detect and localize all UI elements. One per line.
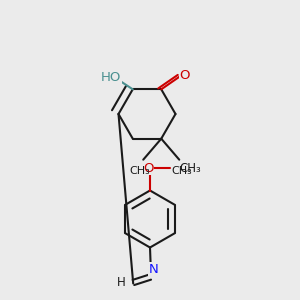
Text: HO: HO [101,71,121,84]
Text: CH₃: CH₃ [130,166,151,176]
Text: O: O [143,161,154,175]
Text: CH₃: CH₃ [179,161,201,175]
Text: O: O [179,69,190,82]
Text: H: H [117,275,126,289]
Text: CH₃: CH₃ [172,166,193,176]
Text: N: N [148,262,158,276]
